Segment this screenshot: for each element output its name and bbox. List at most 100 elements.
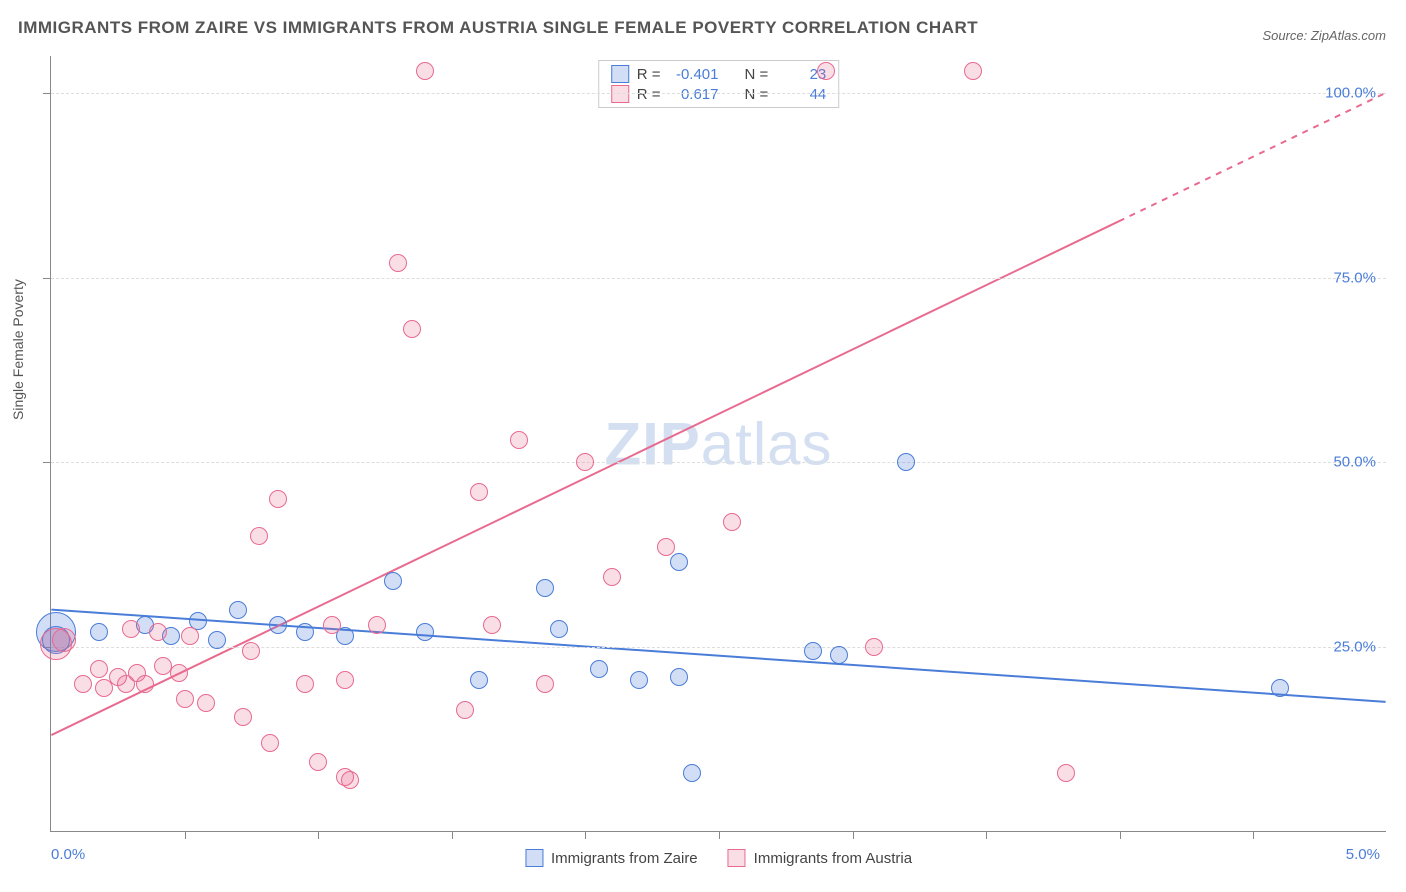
data-point-zaire — [296, 623, 314, 641]
data-point-austria — [170, 664, 188, 682]
gridline — [51, 93, 1386, 94]
y-tick-label: 75.0% — [1333, 269, 1376, 286]
data-point-austria — [576, 453, 594, 471]
data-point-zaire — [416, 623, 434, 641]
data-point-austria — [122, 620, 140, 638]
data-point-zaire — [670, 553, 688, 571]
data-point-austria — [234, 708, 252, 726]
data-point-zaire — [897, 453, 915, 471]
y-tick-label: 50.0% — [1333, 454, 1376, 471]
data-point-austria — [323, 616, 341, 634]
swatch-austria — [728, 849, 746, 867]
plot-area: ZIPatlas R = -0.401 N = 23 R = 0.617 N =… — [50, 56, 1386, 832]
legend-label-zaire: Immigrants from Zaire — [551, 850, 698, 867]
x-tick — [853, 831, 854, 839]
data-point-austria — [865, 638, 883, 656]
data-point-zaire — [830, 646, 848, 664]
data-point-austria — [261, 734, 279, 752]
data-point-austria — [456, 701, 474, 719]
legend-item-austria: Immigrants from Austria — [728, 849, 912, 867]
data-point-austria — [389, 254, 407, 272]
watermark-rest: atlas — [701, 410, 833, 477]
data-point-austria — [336, 671, 354, 689]
data-point-austria — [403, 320, 421, 338]
data-point-zaire — [670, 668, 688, 686]
y-tick — [43, 93, 51, 94]
y-tick-label: 25.0% — [1333, 639, 1376, 656]
correlation-row-zaire: R = -0.401 N = 23 — [611, 65, 827, 83]
n-label: N = — [745, 66, 769, 83]
swatch-zaire — [611, 65, 629, 83]
n-label: N = — [745, 86, 769, 103]
r-label: R = — [637, 66, 661, 83]
data-point-austria — [536, 675, 554, 693]
data-point-austria — [197, 694, 215, 712]
legend-item-zaire: Immigrants from Zaire — [525, 849, 698, 867]
correlation-row-austria: R = 0.617 N = 44 — [611, 85, 827, 103]
gridline — [51, 278, 1386, 279]
data-point-austria — [149, 623, 167, 641]
data-point-zaire — [229, 601, 247, 619]
chart-container: IMMIGRANTS FROM ZAIRE VS IMMIGRANTS FROM… — [0, 0, 1406, 892]
x-max-label: 5.0% — [1346, 846, 1380, 863]
swatch-zaire — [525, 849, 543, 867]
chart-title: IMMIGRANTS FROM ZAIRE VS IMMIGRANTS FROM… — [18, 18, 978, 38]
data-point-zaire — [269, 616, 287, 634]
data-point-austria — [74, 675, 92, 693]
data-point-zaire — [804, 642, 822, 660]
x-tick — [185, 831, 186, 839]
trendline-austria — [51, 221, 1118, 735]
swatch-austria — [611, 85, 629, 103]
n-value-austria: 44 — [776, 86, 826, 103]
r-label: R = — [637, 86, 661, 103]
legend-label-austria: Immigrants from Austria — [754, 850, 912, 867]
data-point-austria — [242, 642, 260, 660]
data-point-austria — [176, 690, 194, 708]
data-point-austria — [416, 62, 434, 80]
series-legend: Immigrants from Zaire Immigrants from Au… — [525, 849, 912, 867]
data-point-austria — [510, 431, 528, 449]
y-tick — [43, 278, 51, 279]
data-point-austria — [341, 771, 359, 789]
data-point-zaire — [90, 623, 108, 641]
x-tick — [1253, 831, 1254, 839]
data-point-zaire — [208, 631, 226, 649]
r-value-zaire: -0.401 — [669, 66, 719, 83]
correlation-legend: R = -0.401 N = 23 R = 0.617 N = 44 — [598, 60, 840, 108]
x-tick — [986, 831, 987, 839]
data-point-austria — [309, 753, 327, 771]
data-point-austria — [470, 483, 488, 501]
source-attribution: Source: ZipAtlas.com — [1262, 28, 1386, 43]
r-value-austria: 0.617 — [669, 86, 719, 103]
data-point-austria — [483, 616, 501, 634]
gridline — [51, 462, 1386, 463]
data-point-austria — [136, 675, 154, 693]
trendline-austria-dashed — [1119, 93, 1386, 221]
data-point-austria — [1057, 764, 1075, 782]
x-tick — [1120, 831, 1121, 839]
data-point-zaire — [550, 620, 568, 638]
data-point-austria — [964, 62, 982, 80]
x-min-label: 0.0% — [51, 846, 85, 863]
x-tick — [318, 831, 319, 839]
data-point-zaire — [384, 572, 402, 590]
data-point-zaire — [683, 764, 701, 782]
data-point-austria — [52, 628, 76, 652]
data-point-zaire — [630, 671, 648, 689]
data-point-zaire — [470, 671, 488, 689]
x-tick — [719, 831, 720, 839]
x-tick — [585, 831, 586, 839]
x-tick — [452, 831, 453, 839]
y-axis-label: Single Female Poverty — [10, 279, 26, 420]
data-point-austria — [181, 627, 199, 645]
y-tick-label: 100.0% — [1325, 84, 1376, 101]
data-point-austria — [269, 490, 287, 508]
data-point-austria — [250, 527, 268, 545]
y-tick — [43, 462, 51, 463]
data-point-austria — [296, 675, 314, 693]
watermark-bold: ZIP — [604, 410, 700, 477]
watermark: ZIPatlas — [604, 409, 832, 478]
source-prefix: Source: — [1262, 28, 1310, 43]
data-point-austria — [817, 62, 835, 80]
data-point-austria — [368, 616, 386, 634]
